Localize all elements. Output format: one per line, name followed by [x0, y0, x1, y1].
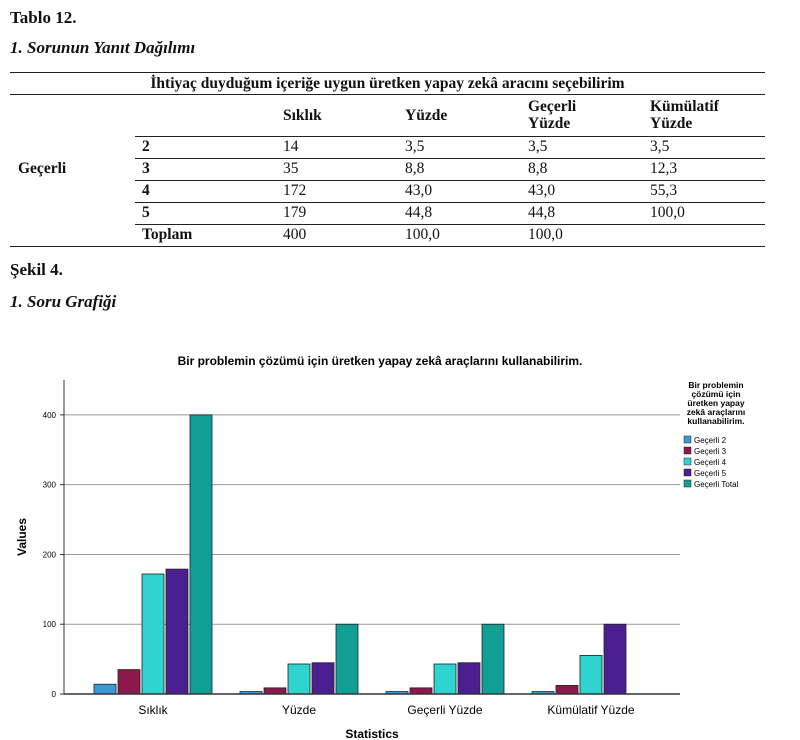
bar-geçerli-3 — [263, 687, 287, 695]
y-tick-label: 400 — [43, 411, 57, 420]
table-cell: 44,8 — [528, 204, 556, 221]
y-tick-label: 200 — [43, 550, 57, 559]
x-axis-label: Statistics — [345, 727, 399, 740]
table-cell: 3,5 — [528, 138, 548, 155]
column-header: Sıklık — [283, 107, 322, 124]
row-divider — [135, 224, 765, 225]
legend-swatch — [683, 435, 692, 444]
row-label: 2 — [142, 138, 150, 155]
chart-title: Bir problemin çözümü için üretken yapay … — [178, 354, 583, 368]
table-cell: 14 — [283, 138, 299, 155]
bar-geçerli-total — [335, 623, 359, 695]
bar-geçerli-total — [481, 623, 505, 695]
row-divider — [135, 158, 765, 159]
legend-item: Geçerli 5 — [694, 469, 727, 478]
legend-item: Geçerli 4 — [694, 458, 727, 467]
table-cell: 12,3 — [650, 160, 678, 177]
bar-geçerli-3 — [409, 687, 433, 695]
legend-item: Geçerli Total — [694, 480, 739, 489]
bar-geçerli-4 — [579, 655, 603, 695]
row-divider — [135, 136, 765, 137]
row-label: 5 — [142, 204, 150, 221]
table-title: 1. Sorunun Yanıt Dağılımı — [10, 38, 196, 57]
bar-geçerli-total — [189, 414, 213, 695]
y-axis-label: Values — [15, 518, 29, 556]
x-tick-label: Geçerli Yüzde — [407, 703, 482, 717]
legend-swatch — [683, 446, 692, 455]
bar-geçerli-4 — [287, 663, 311, 695]
legend-swatch — [683, 457, 692, 466]
column-header: Yüzde — [405, 107, 448, 124]
figure-label: Şekil 4. — [10, 260, 63, 279]
row-label: 3 — [142, 160, 150, 177]
group-label: Geçerli — [18, 160, 67, 177]
row-label: Toplam — [142, 226, 193, 243]
bar-chart: Bir problemin çözümü için üretken yapay … — [15, 354, 746, 740]
table-cell: 400 — [283, 226, 307, 243]
y-tick-label: 100 — [43, 620, 57, 629]
table-cell: 43,0 — [528, 182, 556, 199]
x-tick-label: Sıklık — [138, 703, 168, 717]
y-tick-label: 300 — [43, 481, 57, 490]
table-cell: 100,0 — [650, 204, 685, 221]
table-cell: 35 — [283, 160, 299, 177]
table-cell: 172 — [283, 182, 307, 199]
table-cell: 8,8 — [405, 160, 425, 177]
table-caption: İhtiyaç duyduğum içeriğe uygun üretken y… — [150, 75, 625, 92]
table-cell: 43,0 — [405, 182, 433, 199]
table-cell: 8,8 — [528, 160, 548, 177]
bar-geçerli-2 — [93, 683, 117, 695]
row-label: 4 — [142, 182, 150, 199]
row-divider — [135, 180, 765, 181]
table-cell: 55,3 — [650, 182, 678, 199]
x-tick-label: Yüzde — [282, 703, 316, 717]
legend-item: Geçerli 3 — [694, 447, 727, 456]
table-cell: 3,5 — [405, 138, 425, 155]
bar-geçerli-5 — [457, 662, 481, 695]
table-cell: 3,5 — [650, 138, 670, 155]
table-label: Tablo 12. — [10, 8, 77, 27]
bar-geçerli-3 — [117, 669, 141, 695]
bar-geçerli-5 — [165, 568, 189, 695]
legend-title: Bir problemin çözümü için üretken yapay zek… — [687, 380, 746, 426]
bar-geçerli-5 — [311, 662, 335, 695]
bar-geçerli-3 — [555, 685, 579, 695]
legend-item: Geçerli 2 — [694, 436, 727, 445]
table-cell: 100,0 — [528, 226, 563, 243]
table-cell: 179 — [283, 204, 307, 221]
y-tick-label: 0 — [52, 690, 57, 699]
row-divider — [135, 202, 765, 203]
legend-swatch — [683, 468, 692, 477]
bar-geçerli-4 — [141, 573, 165, 695]
bar-geçerli-4 — [433, 663, 457, 695]
column-header: Geçerli Yüzde — [528, 98, 577, 132]
x-tick-label: Kümülatif Yüzde — [547, 703, 634, 717]
table-cell: 44,8 — [405, 204, 433, 221]
figure-title: 1. Soru Grafiği — [10, 292, 117, 311]
table-cell: 100,0 — [405, 226, 440, 243]
legend-swatch — [683, 479, 692, 488]
column-header: Kümülatif Yüzde — [650, 98, 719, 132]
bar-geçerli-5 — [603, 623, 627, 695]
